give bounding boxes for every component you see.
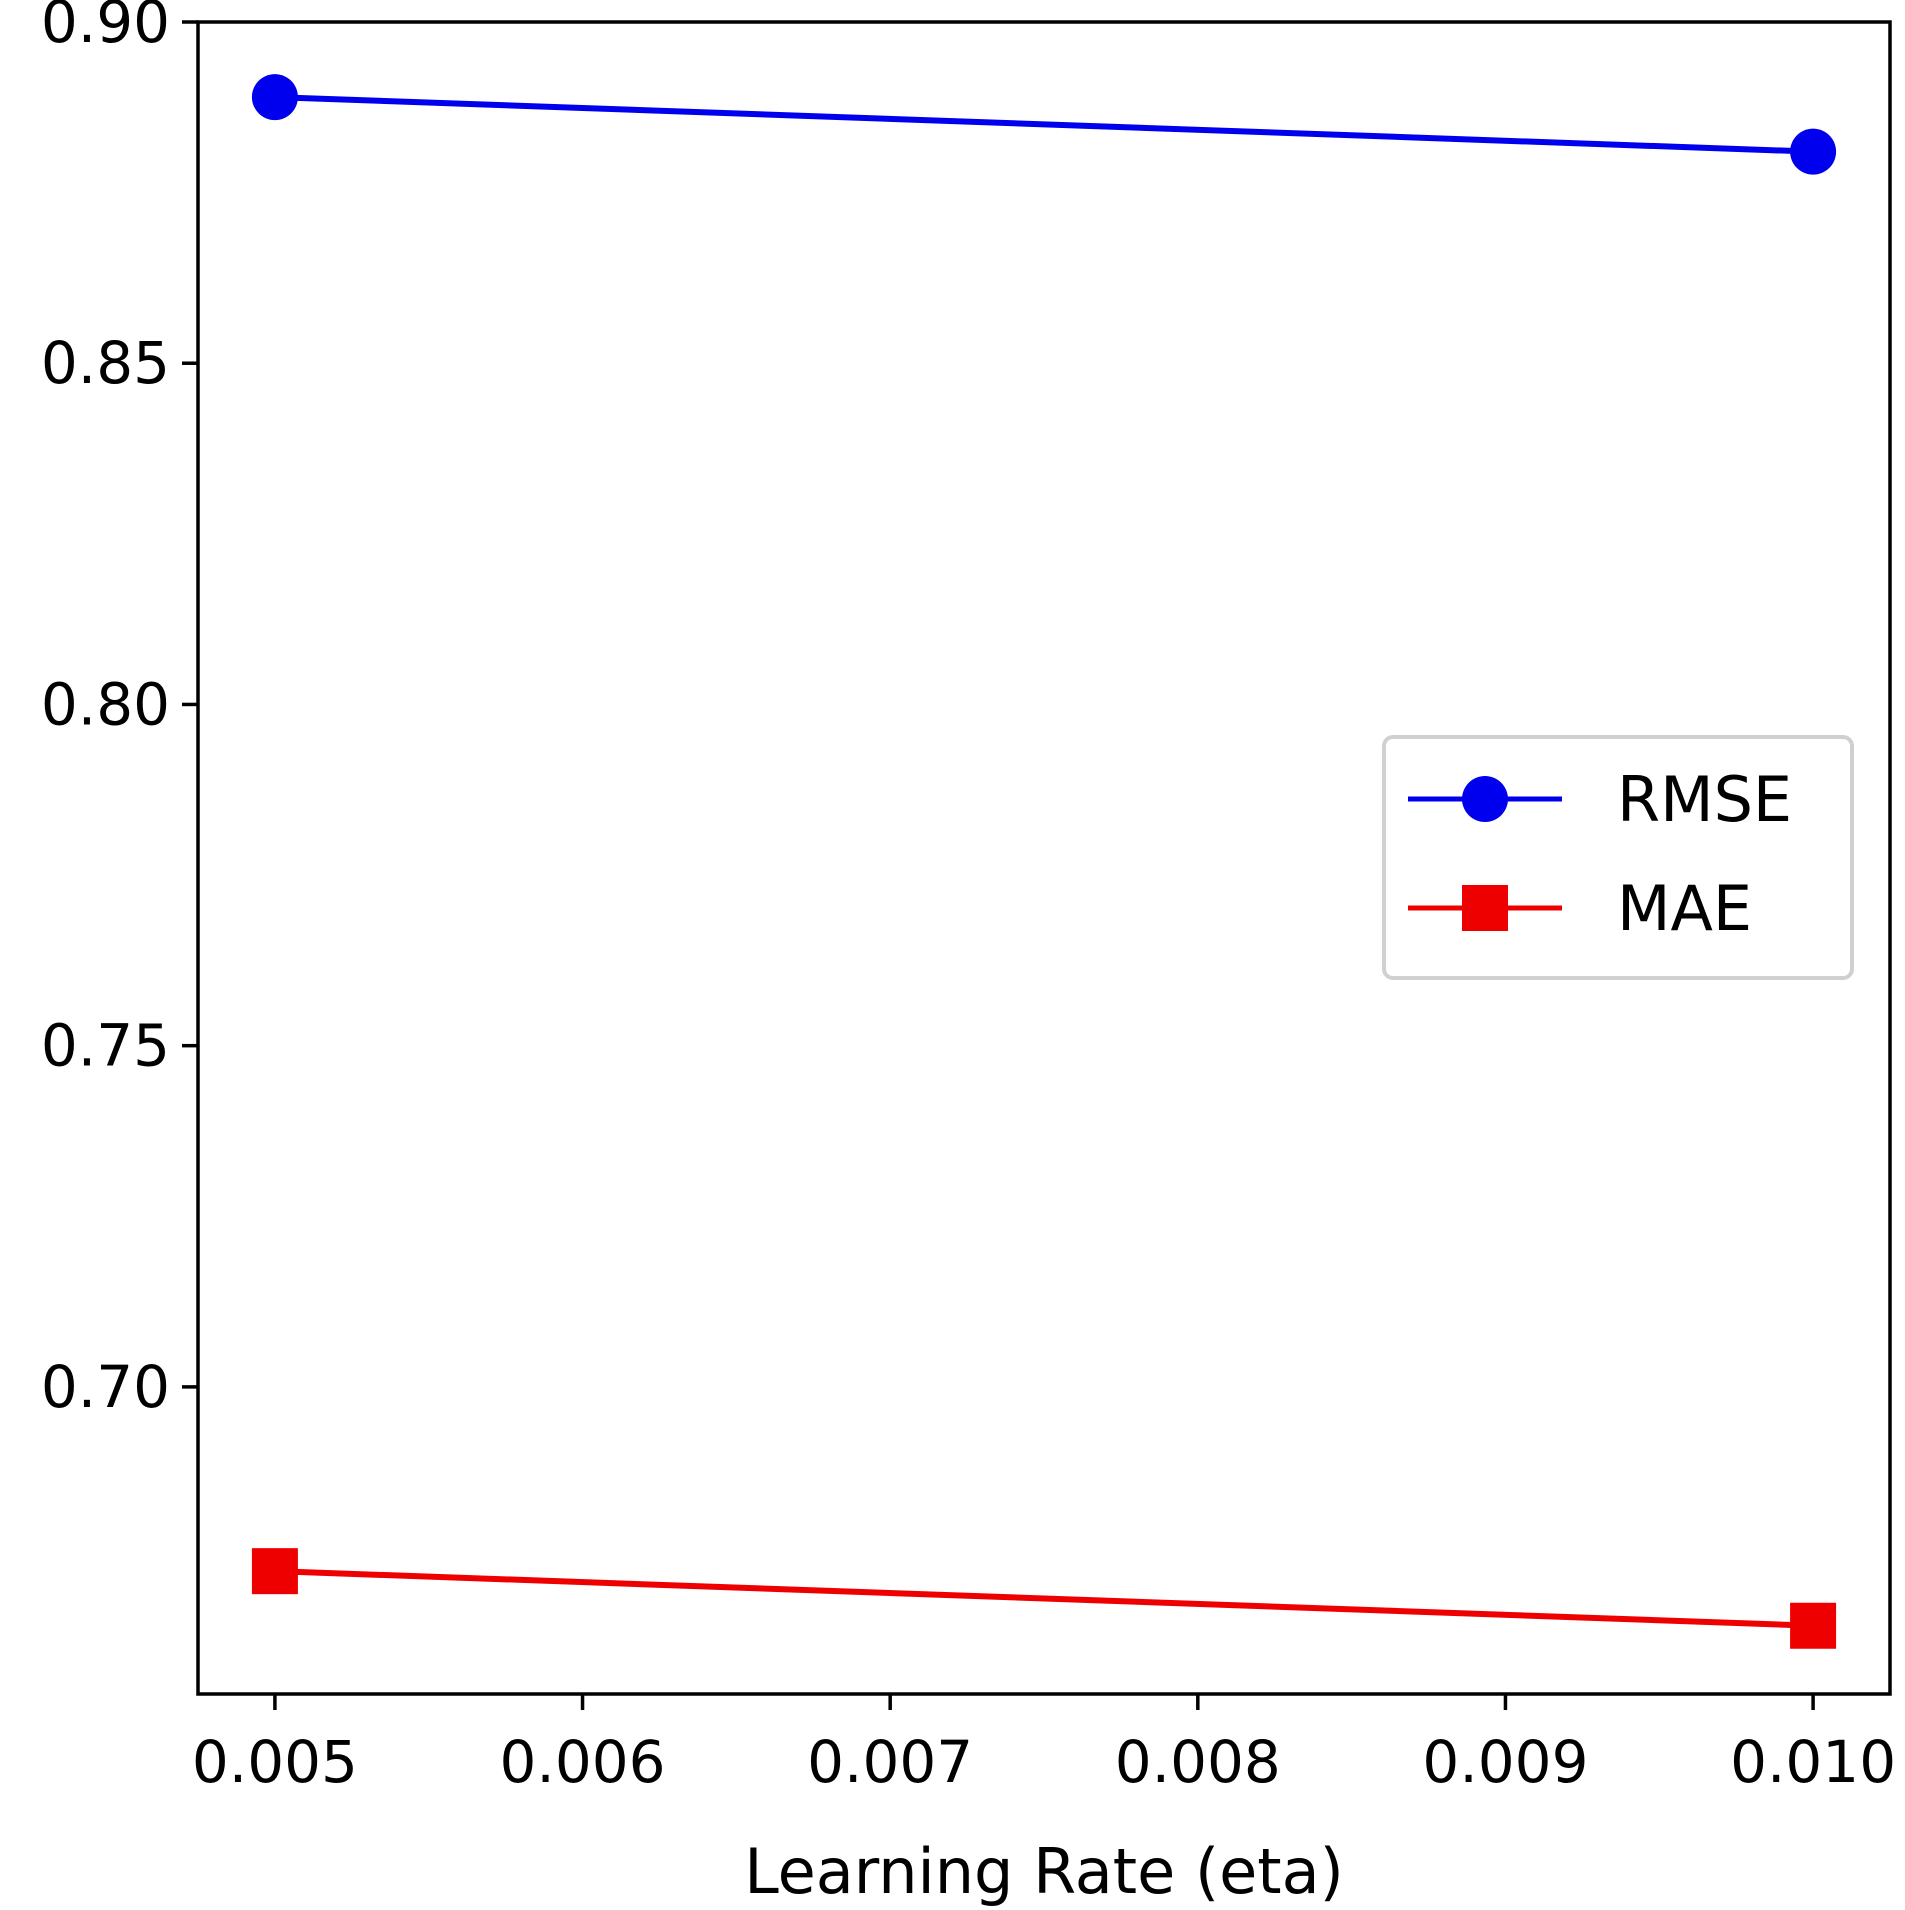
y-axis: 0.70 0.75 0.80 0.85 0.90	[41, 0, 198, 1421]
legend: RMSE MAE	[1382, 735, 1854, 980]
data-point-mae	[251, 1548, 298, 1595]
y-tick-label: 0.85	[41, 329, 170, 397]
series-line-mae	[274, 1568, 1814, 1629]
x-axis: 0.005 0.006 0.007 0.008 0.009 0.010	[192, 1694, 1896, 1796]
data-point-rmse	[1790, 128, 1837, 175]
x-tick-label: 0.006	[500, 1728, 666, 1796]
legend-marker-rmse	[1462, 776, 1508, 822]
legend-marker-mae	[1462, 885, 1508, 931]
series-layer	[251, 74, 1837, 1649]
y-tick-label: 0.90	[41, 0, 170, 56]
y-tick-label: 0.70	[41, 1353, 170, 1421]
x-tick-label: 0.005	[192, 1728, 358, 1796]
x-tick-label: 0.010	[1730, 1728, 1896, 1796]
data-point-mae	[1790, 1602, 1837, 1649]
x-tick-label: 0.008	[1115, 1728, 1281, 1796]
x-axis-title: Learning Rate (eta)	[744, 1835, 1344, 1908]
y-tick-label: 0.80	[41, 670, 170, 738]
legend-label-rmse: RMSE	[1617, 763, 1792, 836]
series-line-rmse	[274, 94, 1814, 155]
x-tick-label: 0.007	[807, 1728, 973, 1796]
legend-label-mae: MAE	[1617, 872, 1752, 945]
x-tick-label: 0.009	[1422, 1728, 1588, 1796]
data-point-rmse	[251, 74, 298, 121]
y-tick-label: 0.75	[41, 1012, 170, 1080]
